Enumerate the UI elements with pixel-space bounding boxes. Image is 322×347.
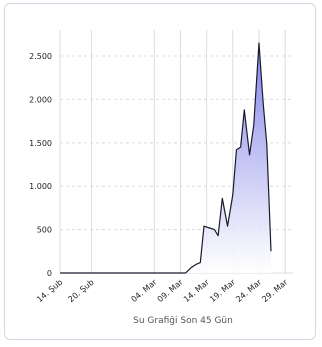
y-tick-label: 0 xyxy=(47,269,52,278)
series-area-fill xyxy=(60,43,272,273)
x-tick-label: 14. Şub xyxy=(35,278,64,304)
x-tick-label: 09. Mar xyxy=(156,277,186,304)
series-area xyxy=(60,42,272,274)
y-tick-label: 2.000 xyxy=(29,95,52,104)
x-axis-title: Su Grafiği Son 45 Gün xyxy=(133,316,233,326)
series-line xyxy=(60,42,272,274)
y-tick-label: 2.500 xyxy=(29,52,52,61)
x-tick-label: 29. Mar xyxy=(260,277,290,304)
x-tick-label: 20. Şub xyxy=(67,278,96,304)
x-tick-label: 14. Mar xyxy=(182,277,212,304)
x-tick-label: 19. Mar xyxy=(208,277,238,304)
x-tick-label: 24. Mar xyxy=(234,277,264,304)
y-tick-label: 1.500 xyxy=(29,139,52,148)
x-tick-label: 04. Mar xyxy=(129,277,159,304)
y-tick-label: 1.000 xyxy=(29,182,52,191)
y-axis-labels: 0 500 1.000 1.500 2.000 2.500 xyxy=(29,52,52,278)
y-tick-label: 500 xyxy=(37,226,52,235)
